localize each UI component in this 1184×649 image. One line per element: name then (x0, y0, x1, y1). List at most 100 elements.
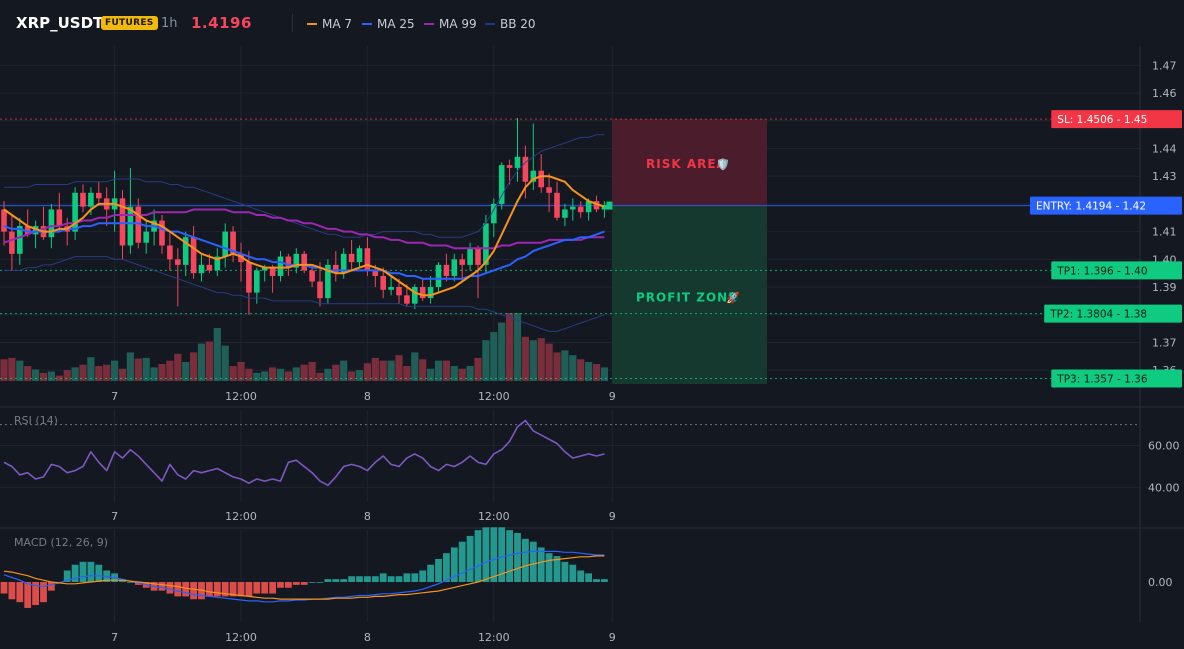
volume-bar (387, 360, 395, 381)
candle-body (601, 205, 608, 210)
chart-header: XRP_USDT FUTURES 1h 1.4196 MA 7 MA 25 MA… (0, 0, 1184, 46)
candle-body (198, 264, 205, 274)
macd-hist-bar (387, 576, 395, 582)
symbol-title[interactable]: XRP_USDT (16, 14, 104, 32)
candle (451, 253, 458, 282)
macd-hist-bar (245, 582, 253, 597)
volume-bar (0, 359, 8, 381)
legend-ma99-swatch (424, 22, 434, 25)
volume-bar (47, 371, 55, 381)
volume-bar (569, 355, 577, 381)
candle-body (230, 231, 236, 254)
candle (238, 242, 244, 282)
candle-body (214, 256, 221, 271)
legend-ma25[interactable]: MA 25 (362, 17, 415, 31)
candle (538, 154, 544, 193)
volume-bar (553, 352, 561, 381)
macd-hist-bar (277, 582, 284, 588)
candle (182, 231, 189, 276)
candle-body (380, 275, 386, 290)
volume-bar (529, 340, 537, 381)
risk-area-box (612, 119, 767, 206)
candle (491, 198, 497, 238)
time-tick-label: 7 (111, 390, 118, 403)
candle (388, 275, 394, 296)
macd-hist-bar (40, 582, 47, 603)
macd-hist-bar (364, 576, 371, 582)
macd-hist-bar (371, 576, 379, 582)
candle-body (254, 270, 260, 293)
volume-bar (419, 359, 427, 381)
candle (230, 226, 236, 263)
volume-bar (134, 358, 142, 381)
candle-body (293, 253, 300, 268)
volume-bar (458, 368, 466, 381)
volume-bar (221, 345, 229, 381)
legend-ma7[interactable]: MA 7 (307, 17, 352, 31)
macd-hist-bar (269, 582, 276, 594)
macd-hist-bar (166, 582, 174, 594)
timeframe-selector[interactable]: 1h (161, 16, 178, 31)
candle-body (340, 253, 347, 274)
candle-body (80, 192, 86, 207)
candle-body (167, 245, 173, 260)
macd-hist-bar (585, 573, 592, 582)
candle (317, 262, 323, 307)
time-tick-label: 12:00 (225, 390, 257, 403)
volume-bar (379, 360, 387, 381)
profit-zone-label: PROFIT ZONE (636, 291, 737, 305)
volume-bar (79, 364, 87, 381)
candle (325, 259, 331, 304)
volume-bar (561, 350, 569, 381)
level-tag-text: TP1: 1.396 - 1.40 (1056, 265, 1147, 277)
candle (96, 181, 102, 204)
candle (159, 215, 165, 254)
candle-body (32, 226, 39, 235)
candle-body (396, 287, 402, 296)
macd-tick-label: 0.00 (1148, 576, 1173, 589)
candle (198, 253, 205, 282)
level-tag-text: TP2: 1.3804 - 1.38 (1049, 309, 1147, 321)
macd-hist-bar (435, 558, 442, 582)
volume-bar (158, 364, 166, 381)
volume-bar (434, 360, 443, 381)
legend-bb20[interactable]: BB 20 (485, 17, 536, 31)
macd-hist-bar (522, 538, 529, 582)
level-tag-tp1 (1051, 261, 1182, 280)
volume-bar (355, 370, 364, 381)
candle (506, 159, 513, 185)
volume-bar (411, 352, 419, 381)
macd-hist-bar (0, 582, 8, 594)
volume-bar (182, 361, 190, 381)
candle (9, 215, 15, 271)
legend-ma99[interactable]: MA 99 (424, 17, 477, 31)
level-tag-tp2 (1044, 304, 1182, 323)
time-tick-label: 9 (609, 390, 616, 403)
bb-lower-line (4, 256, 605, 332)
candle-body (427, 287, 434, 299)
time-tick-label: 9 (609, 631, 616, 644)
time-tick-label: 8 (364, 510, 371, 523)
macd-hist-bar (379, 573, 387, 582)
shield-icon: 🛡️ (716, 158, 730, 171)
candle-body (593, 201, 600, 210)
macd-hist-bar (63, 570, 71, 582)
time-tick-label: 12:00 (478, 631, 510, 644)
price-tick-label: 1.41 (1152, 226, 1177, 239)
volume-bar (348, 371, 356, 381)
volume-bar (466, 366, 474, 381)
candle-body (435, 264, 442, 288)
volume-bar (8, 357, 16, 381)
candle-body (506, 165, 513, 168)
volume-bar (442, 360, 450, 381)
candle (427, 275, 434, 304)
candle (17, 217, 23, 265)
candle-body (348, 253, 355, 263)
candle-body (585, 201, 592, 213)
macd-hist-bar (569, 564, 577, 582)
macd-hist-bar (174, 582, 182, 597)
level-tag-text: TP3: 1.357 - 1.36 (1056, 373, 1148, 385)
candle (119, 190, 126, 260)
candle-body (17, 226, 23, 254)
